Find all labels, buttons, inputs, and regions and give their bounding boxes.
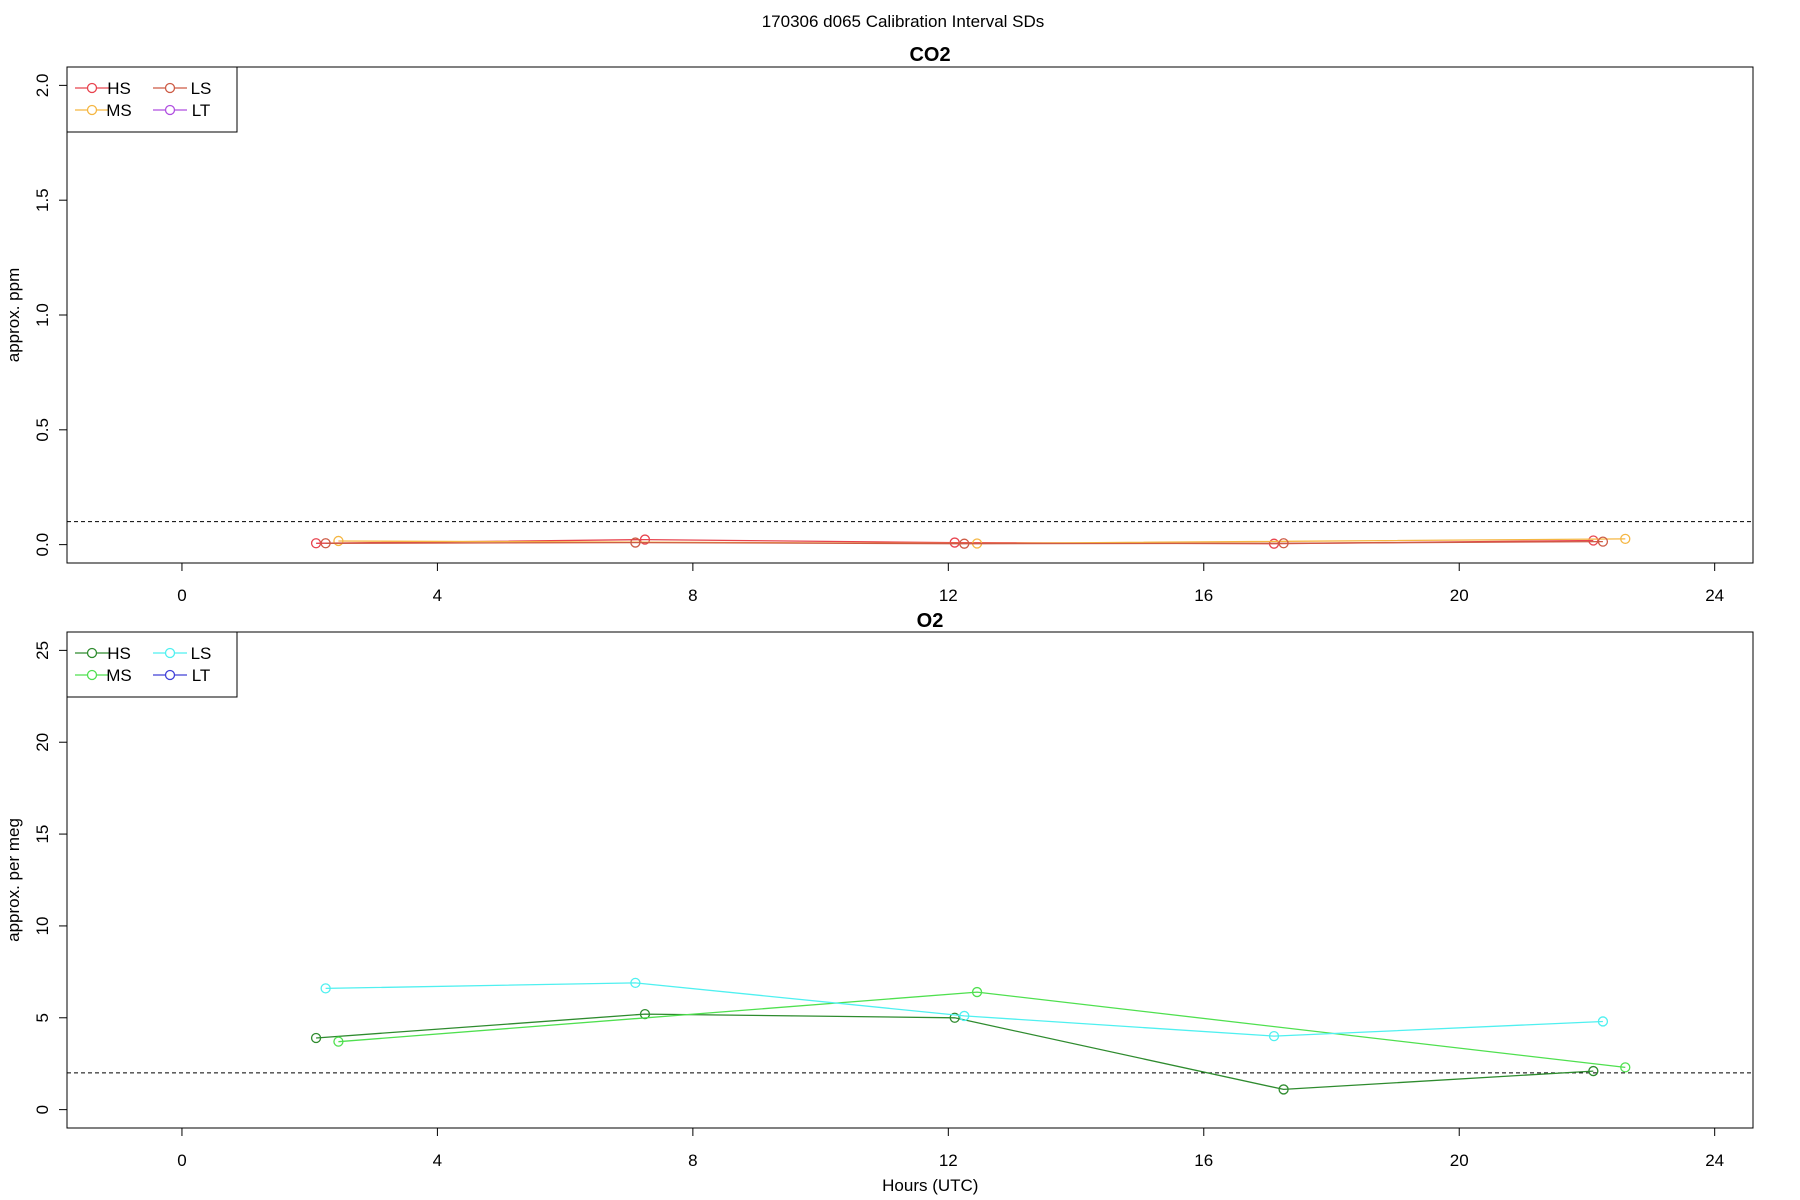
- co2-y-tick-label: 0.5: [33, 418, 52, 442]
- co2-legend-label: LT: [192, 101, 211, 120]
- co2-series-ls-point: [320, 538, 331, 549]
- co2-y-tick-label: 0.0: [33, 533, 52, 557]
- co2-x-tick-label: 8: [688, 586, 697, 605]
- o2-legend-label: MS: [106, 666, 132, 685]
- co2-x-tick-label: 20: [1450, 586, 1469, 605]
- o2-x-tick-label: 16: [1194, 1151, 1213, 1170]
- o2-series-ls-point: [959, 1010, 970, 1022]
- o2-legend-box: [66, 631, 238, 698]
- o2-y-tick-label: 20: [33, 733, 52, 752]
- co2-x-tick-label: 0: [177, 586, 186, 605]
- co2-series-hs-point: [1588, 535, 1599, 546]
- o2-series-ls-point: [1597, 1016, 1609, 1027]
- o2-x-tick-label: 8: [688, 1151, 697, 1170]
- co2-series-hs-point: [639, 534, 651, 545]
- o2-series-hs-line: [316, 1013, 1594, 1091]
- co2-legend-box: [66, 66, 238, 133]
- o2-series-ls-line: [325, 982, 1603, 1037]
- o2-y-tick-label: 10: [33, 916, 52, 935]
- o2-series-ms-line: [338, 991, 1626, 1069]
- co2-y-tick-label: 1.5: [33, 188, 52, 212]
- o2-x-tick-label: 0: [177, 1151, 186, 1170]
- o2-legend-swatch-point: [164, 647, 176, 659]
- o2-y-axis-label: approx. per meg: [4, 818, 23, 942]
- o2-series-hs-point: [1588, 1065, 1599, 1077]
- o2-series-ms-point: [971, 986, 983, 998]
- co2-legend-swatch-point: [164, 104, 176, 116]
- co2-series-ms-point: [1620, 533, 1631, 545]
- o2-series-ms-point: [1620, 1062, 1631, 1073]
- o2-series-ms-point: [333, 1036, 344, 1047]
- o2-legend-swatch-point: [86, 669, 98, 681]
- co2-x-tick-label: 4: [433, 586, 442, 605]
- co2-legend-label: HS: [107, 79, 131, 98]
- o2-series-hs-point: [310, 1032, 322, 1044]
- co2-x-tick-label: 16: [1194, 586, 1213, 605]
- o2-panel-title: O2: [917, 610, 944, 632]
- figure-title: 170306 d065 Calibration Interval SDs: [762, 12, 1045, 31]
- o2-series-ls-point: [630, 977, 641, 989]
- co2-x-tick-label: 24: [1705, 586, 1724, 605]
- co2-y-axis-label: approx. ppm: [4, 268, 23, 363]
- o2-x-axis-label: Hours (UTC): [882, 1176, 978, 1195]
- co2-legend-label: MS: [106, 101, 132, 120]
- o2-legend-label: LS: [191, 644, 212, 663]
- o2-series-hs-point: [1278, 1084, 1289, 1095]
- co2-series-ls-line: [325, 540, 1603, 545]
- co2-y-tick-label: 2.0: [33, 74, 52, 98]
- o2-x-tick-label: 20: [1450, 1151, 1469, 1170]
- co2-legend: HS MS LS LT: [66, 66, 238, 133]
- o2-y-tick-label: 0: [33, 1105, 52, 1114]
- co2-panel-title: CO2: [909, 44, 950, 66]
- o2-legend-swatch-point: [164, 669, 176, 681]
- co2-x-tick-label: 12: [939, 586, 958, 605]
- co2-series-hs-point: [949, 537, 960, 548]
- co2-series-ls-point: [630, 537, 641, 548]
- co2-series-ls-point: [1597, 536, 1609, 547]
- o2-series-hs-point: [949, 1012, 960, 1023]
- o2-series-ls-point: [320, 983, 331, 994]
- o2-series-hs-point: [639, 1008, 651, 1020]
- co2-series-ms-point: [333, 535, 344, 547]
- o2-plot-frame: [66, 631, 1754, 1129]
- co2-legend-swatch-point: [86, 82, 98, 94]
- co2-legend-label: LS: [191, 79, 212, 98]
- o2-legend-swatch-point: [86, 647, 98, 659]
- co2-legend-swatch-point: [86, 104, 98, 116]
- o2-y-tick-label: 15: [33, 825, 52, 844]
- o2-legend-label: HS: [107, 644, 131, 663]
- o2-x-tick-label: 12: [939, 1151, 958, 1170]
- o2-y-tick-label: 25: [33, 641, 52, 660]
- o2-x-tick-label: 4: [433, 1151, 442, 1170]
- co2-plot-frame: [66, 66, 1754, 564]
- co2-series-ls-point: [959, 538, 970, 549]
- co2-series-ls-point: [1278, 538, 1289, 549]
- o2-x-tick-label: 24: [1705, 1151, 1724, 1170]
- co2-y-tick-label: 1.0: [33, 303, 52, 327]
- o2-y-tick-label: 5: [33, 1013, 52, 1022]
- co2-panel: CO2 0 4 8 12 16 20 24 0.0 0.5 1.0 1.5 2.0 approx. ppm…: [4, 44, 1754, 605]
- o2-legend: HS MS LS LT: [66, 631, 238, 698]
- co2-legend-swatch-point: [164, 82, 176, 94]
- o2-series-ls-point: [1268, 1030, 1280, 1042]
- o2-panel: O2 0 4 8 12 16 20 24 0 5 10 15 20 25 approx. per meg Ho…: [4, 610, 1754, 1195]
- o2-legend-label: LT: [192, 666, 211, 685]
